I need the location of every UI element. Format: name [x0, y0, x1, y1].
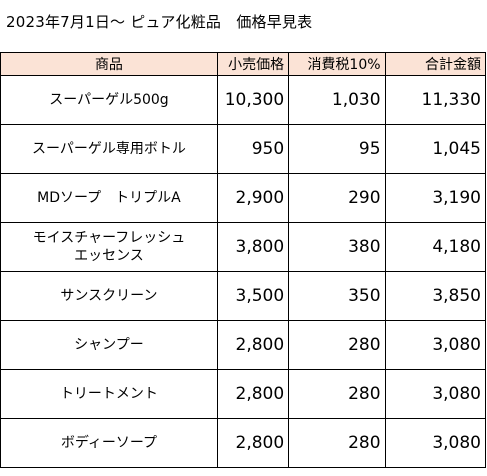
- total-cell: 3,080: [384, 418, 487, 468]
- table-row: トリートメント 2,800 280 3,080: [0, 369, 487, 419]
- product-name-cell: トリートメント: [0, 369, 218, 419]
- total-cell: 1,045: [384, 124, 487, 174]
- table-row: モイスチャーフレッシュ エッセンス 3,800 380 4,180: [0, 222, 487, 272]
- tax-cell: 380: [288, 222, 386, 272]
- total-cell: 3,190: [384, 173, 487, 223]
- table-row: スーパーゲル500g 10,300 1,030 11,330: [0, 75, 487, 125]
- tax-cell: 280: [288, 418, 386, 468]
- retail-price-cell: 2,800: [216, 418, 290, 468]
- product-name-cell: ボディーソープ: [0, 418, 218, 468]
- table-row: MDソープ トリプルA 2,900 290 3,190: [0, 173, 487, 223]
- retail-price-cell: 950: [216, 124, 290, 174]
- tax-cell: 95: [288, 124, 386, 174]
- page-title: 2023年7月1日～ ピュア化粧品 価格早見表: [6, 13, 313, 31]
- total-cell: 3,080: [384, 320, 487, 370]
- retail-price-cell: 2,900: [216, 173, 290, 223]
- tax-cell: 350: [288, 271, 386, 321]
- tax-cell: 280: [288, 320, 386, 370]
- tax-cell: 1,030: [288, 75, 386, 125]
- header-total-amount: 合計金額: [384, 52, 487, 76]
- table-row: サンスクリーン 3,500 350 3,850: [0, 271, 487, 321]
- retail-price-cell: 3,500: [216, 271, 290, 321]
- product-name-cell: スーパーゲル500g: [0, 75, 218, 125]
- header-product: 商品: [0, 52, 218, 76]
- product-name-line: サンスクリーン: [60, 288, 158, 304]
- product-name-line: エッセンス: [74, 248, 144, 264]
- product-name-line: スーパーゲル500g: [49, 92, 169, 108]
- tax-cell: 280: [288, 369, 386, 419]
- table-body: スーパーゲル500g 10,300 1,030 11,330 スーパーゲル専用ボトル 95…: [0, 75, 487, 468]
- product-name-line: MDソープ トリプルA: [37, 190, 181, 206]
- product-name-cell: スーパーゲル専用ボトル: [0, 124, 218, 174]
- table-row: ボディーソープ 2,800 280 3,080: [0, 418, 487, 468]
- header-row: 商品 小売価格 消費税10% 合計金額: [0, 52, 487, 76]
- total-cell: 3,080: [384, 369, 487, 419]
- product-name-line: ボディーソープ: [60, 435, 158, 451]
- header-retail-price: 小売価格: [216, 52, 290, 76]
- product-name-line: トリートメント: [59, 386, 158, 402]
- product-name-line: スーパーゲル専用ボトル: [32, 141, 186, 157]
- price-table: 商品 小売価格 消費税10% 合計金額 スーパーゲル500g 10,300 1,03…: [0, 52, 487, 468]
- product-name-line: シャンプー: [74, 337, 144, 353]
- product-name-line: モイスチャーフレッシュ: [32, 230, 186, 246]
- retail-price-cell: 3,800: [216, 222, 290, 272]
- product-name-cell: MDソープ トリプルA: [0, 173, 218, 223]
- total-cell: 4,180: [384, 222, 487, 272]
- retail-price-cell: 2,800: [216, 320, 290, 370]
- retail-price-cell: 10,300: [216, 75, 290, 125]
- total-cell: 3,850: [384, 271, 487, 321]
- total-cell: 11,330: [384, 75, 487, 125]
- header-consumption-tax: 消費税10%: [288, 52, 386, 76]
- tax-cell: 290: [288, 173, 386, 223]
- product-name-cell: シャンプー: [0, 320, 218, 370]
- product-name-cell: サンスクリーン: [0, 271, 218, 321]
- retail-price-cell: 2,800: [216, 369, 290, 419]
- table-row: シャンプー 2,800 280 3,080: [0, 320, 487, 370]
- table-row: スーパーゲル専用ボトル 950 95 1,045: [0, 124, 487, 174]
- product-name-cell: モイスチャーフレッシュ エッセンス: [0, 222, 218, 272]
